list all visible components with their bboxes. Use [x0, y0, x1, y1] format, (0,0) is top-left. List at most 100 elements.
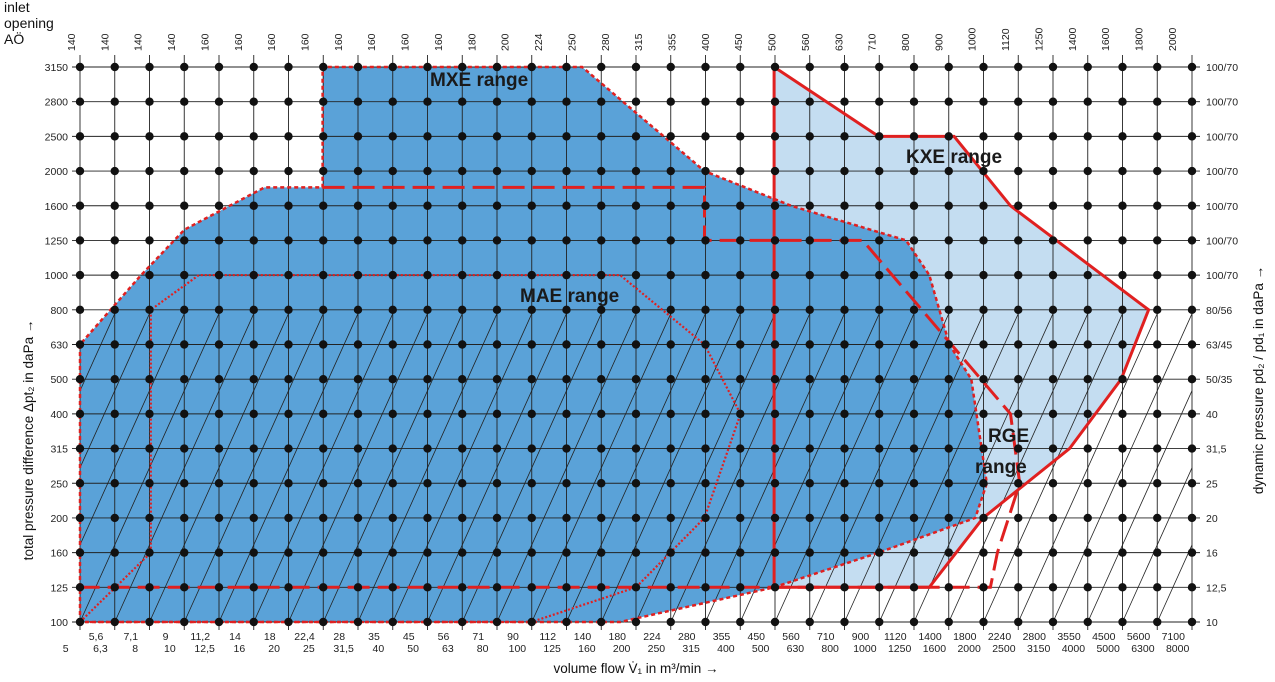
x-tick-label: 5,6: [89, 631, 104, 643]
grid-dot: [1118, 97, 1127, 106]
grid-dot: [944, 513, 953, 523]
grid-dot: [110, 374, 119, 384]
y-right-tick-label: 100/70: [1206, 62, 1238, 74]
y-right-tick-label: 100/70: [1206, 131, 1238, 143]
grid-dot: [1187, 340, 1197, 349]
grid-dot: [875, 236, 884, 245]
grid-dot: [736, 97, 745, 106]
grid-dot: [284, 132, 293, 141]
slope-line: [79, 309, 187, 546]
grid-dot: [770, 97, 780, 106]
grid-dot: [1153, 479, 1162, 488]
grid-dot: [492, 374, 502, 384]
grid-dot: [353, 617, 363, 627]
grid-dot: [388, 305, 397, 315]
grid-dot: [666, 409, 675, 419]
y-right-axis-title: dynamic pressure pd₂ / pd₁ in daPa →: [1251, 266, 1266, 494]
grid-dot: [423, 132, 432, 141]
grid-dot: [145, 270, 154, 280]
grid-dot: [736, 305, 745, 315]
grid-dot: [736, 62, 745, 72]
grid-dot: [423, 444, 432, 453]
grid-dot: [492, 62, 502, 72]
grid-dot: [284, 617, 293, 627]
grid-dot: [527, 305, 536, 315]
grid-dot: [1048, 479, 1058, 488]
x-tick-label: 5: [63, 643, 69, 655]
inlet-opening-tick: 1250: [1033, 27, 1045, 51]
y-tick-label: 500: [50, 374, 68, 386]
grid-dot: [1048, 374, 1058, 384]
grid-dot: [979, 201, 988, 210]
grid-dot: [180, 548, 189, 557]
grid-dot: [736, 270, 745, 280]
grid-dot: [666, 236, 675, 245]
grid-dot: [388, 166, 397, 176]
grid-dot: [1083, 513, 1092, 523]
grid-dot: [666, 62, 675, 72]
grid-dot: [388, 583, 397, 592]
slope-line: [635, 309, 778, 623]
grid-dot: [597, 340, 606, 349]
grid-dot: [319, 270, 328, 280]
grid-dot: [492, 97, 502, 106]
grid-dot: [875, 548, 884, 557]
grid-dot: [666, 132, 675, 141]
grid-dot: [631, 479, 641, 488]
grid-dot: [1014, 132, 1023, 141]
grid-dot: [527, 166, 536, 176]
grid-dot: [180, 201, 189, 210]
x-tick-label: 90: [507, 631, 519, 643]
x-tick-label: 5000: [1096, 643, 1120, 655]
grid-dot: [145, 513, 154, 523]
y-right-tick-label: 100/70: [1206, 201, 1238, 213]
grid-dot: [597, 583, 606, 592]
grid-dot: [909, 97, 919, 106]
y-tick-label: 3150: [45, 62, 69, 74]
grid-dot: [1083, 166, 1092, 176]
grid-dot: [736, 444, 745, 453]
grid-dot: [1083, 236, 1092, 245]
grid-dot: [770, 62, 780, 72]
grid-dot: [110, 479, 119, 488]
grid-dot: [1118, 305, 1127, 315]
grid-dot: [562, 374, 571, 384]
x-tick-label: 1400: [918, 631, 942, 643]
y-tick-label: 1250: [45, 235, 69, 247]
grid-dot: [458, 444, 467, 453]
rge-range-label: RGE: [988, 426, 1029, 447]
grid-dot: [458, 340, 467, 349]
grid-dot: [1118, 62, 1127, 72]
grid-dot: [214, 340, 224, 349]
y-right-tick-label: 25: [1206, 478, 1218, 490]
grid-dot: [562, 583, 571, 592]
x-tick-label: 3550: [1057, 631, 1081, 643]
y-tick-label: 125: [50, 582, 68, 594]
x-tick-label: 1000: [853, 643, 877, 655]
grid-dot: [770, 479, 780, 488]
grid-dot: [979, 513, 988, 523]
inlet-opening-tick: 500: [767, 33, 779, 51]
grid-dot: [875, 132, 884, 141]
x-tick-label: 45: [403, 631, 415, 643]
grid-dot: [666, 583, 675, 592]
grid-dot: [75, 374, 85, 384]
inlet-opening-tick: 160: [199, 33, 211, 51]
grid-dot: [805, 340, 814, 349]
y-tick-label: 100: [50, 617, 68, 629]
slope-line: [1087, 390, 1193, 623]
grid-dot: [1014, 617, 1023, 627]
y-right-tick-label: 16: [1206, 548, 1218, 560]
grid-dot: [631, 340, 641, 349]
inlet-opening-tick: 160: [266, 33, 278, 51]
grid-dot: [75, 548, 85, 557]
grid-dot: [805, 548, 814, 557]
grid-dot: [979, 305, 988, 315]
grid-dot: [75, 479, 85, 488]
grid-dot: [979, 444, 988, 453]
x-tick-label: 2800: [1023, 631, 1047, 643]
grid-dot: [388, 270, 397, 280]
grid-dot: [249, 583, 258, 592]
grid-dot: [180, 409, 189, 419]
x-tick-label: 1120: [884, 631, 907, 643]
